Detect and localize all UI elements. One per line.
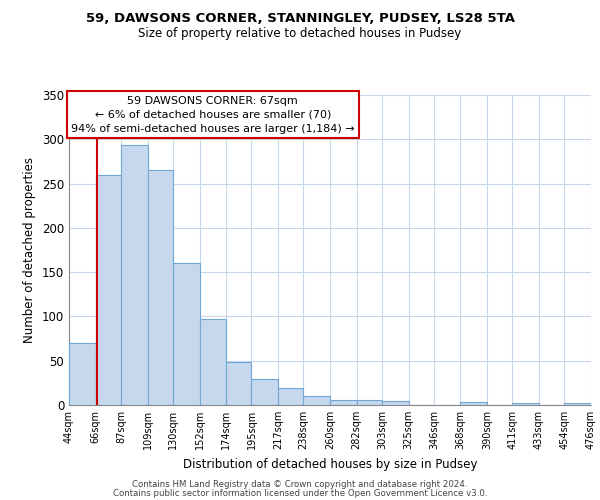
Bar <box>304 396 330 405</box>
Bar <box>330 400 356 405</box>
Text: 59 DAWSONS CORNER: 67sqm
← 6% of detached houses are smaller (70)
94% of semi-de: 59 DAWSONS CORNER: 67sqm ← 6% of detache… <box>71 96 355 134</box>
Bar <box>121 146 148 405</box>
X-axis label: Distribution of detached houses by size in Pudsey: Distribution of detached houses by size … <box>183 458 477 470</box>
Bar <box>461 402 487 405</box>
Bar <box>199 319 226 405</box>
Text: Contains HM Land Registry data © Crown copyright and database right 2024.: Contains HM Land Registry data © Crown c… <box>132 480 468 489</box>
Bar <box>226 362 251 405</box>
Text: 59, DAWSONS CORNER, STANNINGLEY, PUDSEY, LS28 5TA: 59, DAWSONS CORNER, STANNINGLEY, PUDSEY,… <box>86 12 515 26</box>
Bar <box>148 170 173 405</box>
Y-axis label: Number of detached properties: Number of detached properties <box>23 157 37 343</box>
Bar <box>251 380 278 405</box>
Bar <box>69 343 95 405</box>
Bar <box>95 174 121 405</box>
Bar <box>356 400 382 405</box>
Text: Contains public sector information licensed under the Open Government Licence v3: Contains public sector information licen… <box>113 488 487 498</box>
Bar <box>173 264 199 405</box>
Bar <box>278 388 304 405</box>
Bar <box>382 400 409 405</box>
Text: Size of property relative to detached houses in Pudsey: Size of property relative to detached ho… <box>139 28 461 40</box>
Bar <box>565 403 591 405</box>
Bar <box>512 403 539 405</box>
